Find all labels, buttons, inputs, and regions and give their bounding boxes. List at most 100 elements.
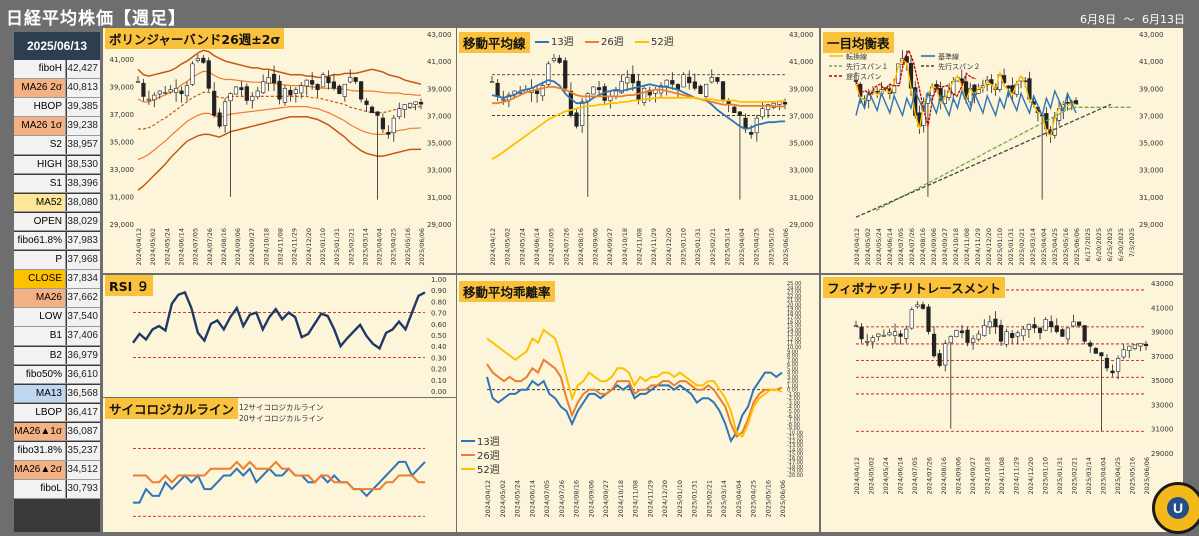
- kijun-line: [855, 88, 1077, 118]
- candle: [692, 81, 697, 89]
- sidebar-row: MA26▲2σ 34,512: [14, 461, 100, 480]
- candle: [965, 329, 970, 343]
- x-tick-label: 2025/06/06: [782, 228, 790, 265]
- y-tick-label: 16.00: [787, 319, 801, 325]
- candle: [206, 60, 211, 89]
- y-tick-label: 35000: [1151, 377, 1173, 385]
- sidebar-row-label: fibo61.8%: [14, 231, 66, 250]
- y-tick-label: 35,000: [1139, 140, 1164, 148]
- sidebar-row-value: 36,610: [67, 365, 100, 384]
- x-tick-label: 2025/01/31: [694, 228, 702, 265]
- y-tick-label: -6.00: [787, 413, 800, 419]
- x-tick-label: 2025/06/06: [1073, 228, 1081, 265]
- candle: [546, 63, 551, 85]
- candle: [418, 101, 424, 105]
- sidebar-row-label: fibo50%: [14, 365, 66, 384]
- candle: [887, 332, 892, 336]
- candle: [310, 80, 315, 85]
- sidebar-row-value: 34,512: [67, 461, 100, 479]
- y-tick-label: 0.20: [431, 366, 447, 374]
- x-tick-label: 2024/09/27: [969, 457, 977, 494]
- x-tick-label: 2024/04/12: [853, 457, 861, 494]
- sidebar-row-value: 37,540: [67, 308, 100, 326]
- sidebar-row: MA26 2σ 40,813: [14, 79, 100, 98]
- y-tick-label: -12.00: [787, 439, 803, 445]
- candle: [642, 87, 647, 103]
- x-tick-label: 2024/07/26: [206, 228, 214, 265]
- candle: [408, 102, 413, 108]
- y-tick-label: 0.40: [431, 343, 447, 351]
- x-tick-label: 2024/07/26: [908, 228, 916, 265]
- x-tick-label: 2024/06/14: [528, 480, 536, 517]
- y-tick-label: 21.00: [787, 298, 801, 304]
- x-tick-label: 2025/04/25: [390, 228, 398, 265]
- y-tick-label: 11.00: [787, 341, 801, 347]
- x-tick-label: 2025/06/06: [779, 480, 787, 517]
- ma-series-line: [491, 79, 786, 130]
- legend-label: 20サイコロジカルライン: [239, 414, 324, 423]
- candle: [1088, 342, 1093, 347]
- candle: [580, 101, 585, 126]
- x-tick-label: 2024/08/16: [919, 228, 927, 265]
- x-tick-label: 2025/02/21: [1018, 228, 1026, 265]
- candle: [277, 80, 282, 100]
- x-tick-label: 2024/07/05: [192, 228, 200, 265]
- sidebar-row-value: 38,080: [67, 193, 100, 212]
- candle: [402, 104, 407, 110]
- sidebar-row-label: S1: [14, 174, 66, 193]
- candle: [704, 83, 709, 97]
- candle: [971, 338, 976, 343]
- y-tick-label: 35,000: [789, 140, 814, 148]
- candle: [732, 106, 737, 114]
- candle: [293, 89, 298, 94]
- y-tick-label: 0.60: [431, 321, 447, 329]
- y-tick-label: 1.00: [431, 276, 447, 284]
- candle: [212, 90, 217, 116]
- y-tick-label: -16.00: [787, 456, 803, 462]
- sidebar-row-value: 37,968: [67, 251, 100, 269]
- y-tick-label: -5.00: [787, 409, 800, 415]
- candle: [326, 76, 331, 84]
- candle: [760, 108, 765, 117]
- x-tick-label: 2024/08/16: [573, 480, 581, 517]
- candle: [173, 87, 179, 93]
- sidebar-row: P 37,968: [14, 251, 100, 270]
- x-tick-label: 2024/09/27: [248, 228, 256, 265]
- x-tick-label: 2025/01/31: [333, 228, 341, 265]
- sidebar-row-value: 37,662: [67, 289, 100, 307]
- x-tick-label: 2024/04/12: [135, 228, 143, 265]
- y-tick-label: 10.00: [787, 345, 801, 351]
- y-tick-label: 15.00: [787, 324, 801, 330]
- psycho-panel: 12サイコロジカルライン 20サイコロジカルライン サイコロジカルライン: [103, 398, 456, 532]
- sidebar-row: LBOP 36,417: [14, 403, 100, 423]
- candle: [743, 117, 748, 130]
- sidebar-row-label: MA26: [14, 289, 66, 307]
- y-tick-label: 23.00: [787, 290, 801, 296]
- sidebar-row-value: 42,427: [67, 60, 100, 78]
- x-tick-label: 2025/04/25: [753, 228, 761, 265]
- x-tick-label: 2024/12/20: [1027, 457, 1035, 494]
- y-tick-label: 37000: [1151, 353, 1173, 361]
- candle: [551, 58, 557, 61]
- y-tick-label: 33,000: [427, 167, 452, 175]
- candle: [353, 77, 358, 82]
- bollinger-chart: 41,000 39,000 37,000 35,000 33,000 31,000 29,0…: [110, 31, 452, 265]
- y-tick-label: 20.00: [787, 302, 801, 308]
- x-tick-label: 2024/11/29: [291, 228, 299, 265]
- y-tick-label: -13.00: [787, 443, 803, 449]
- candle: [749, 132, 754, 135]
- sidebar-row-value: 37,406: [67, 327, 100, 345]
- candle: [870, 337, 875, 343]
- x-tick-label: 2024/10/18: [262, 228, 270, 265]
- x-tick-label: 2024/11/08: [277, 228, 285, 265]
- candle: [1015, 332, 1020, 337]
- sidebar-row-value: 38,530: [67, 155, 100, 173]
- x-tick-label: 2024/11/08: [963, 228, 971, 265]
- candle: [630, 73, 635, 84]
- x-tick-label: 2025/04/04: [376, 228, 384, 265]
- y-tick-label: 31,000: [110, 194, 135, 202]
- candle: [898, 333, 903, 337]
- y-tick-label: 29,000: [1139, 221, 1164, 229]
- x-tick-label: 2025/03/14: [1029, 228, 1037, 265]
- fibo-panel: 43000 41000 39000 37000 35000 33000 31000 29000…: [821, 275, 1183, 532]
